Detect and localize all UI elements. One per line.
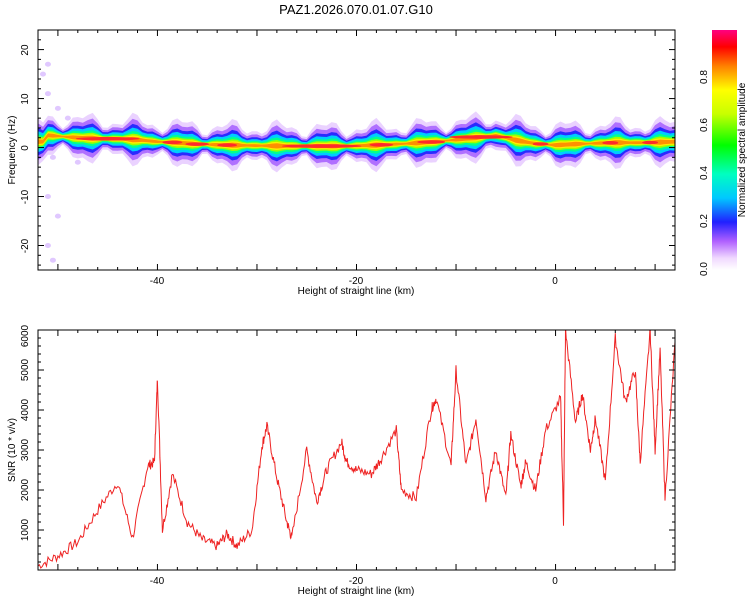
spectrogram-ylabel: Frequency (Hz) [7,116,18,185]
snr-panel: -40 -20 0 1000 2000 3000 4000 5000 6000 … [7,324,676,597]
colorbar: 0.0 0.2 0.4 0.6 0.8 Normalized spectral … [699,30,748,276]
colorbar-label: Normalized spectral amplitude [737,82,748,217]
ridge-peak-core [417,140,446,144]
spectral-noise-blob [54,213,61,219]
colorbar-tick-label: 0.2 [699,214,710,228]
snr-minor-ticks [37,329,676,571]
spectral-noise-blob [39,71,46,77]
snr-ytick-label: 1000 [20,518,31,541]
spectrogram-minor-ticks [37,29,676,270]
spectrogram-ytick-label: -10 [20,189,31,204]
colorbar-tick-label: 0.6 [699,118,710,132]
colorbar-gradient [712,30,737,270]
snr-xtick-label: -20 [349,576,364,587]
snr-ytick-label: 6000 [20,324,31,347]
spectral-noise-blob [64,115,71,121]
spectrogram-xtick-label: 0 [552,276,558,287]
spectral-noise-blob [74,159,81,165]
snr-xlabel: Height of straight line (km) [298,586,415,597]
snr-ytick-label: 5000 [20,358,31,381]
colorbar-tick-label: 0.0 [699,262,710,276]
snr-ytick-label: 2000 [20,478,31,501]
spectral-noise-blob [44,194,51,200]
ridge-peak-core [449,135,513,139]
spectral-noise-blob [54,105,61,111]
spectral-ridge [38,61,675,263]
ridge-peak-core [281,144,362,148]
ridge-peak-core [185,142,210,146]
snr-xtick-label: 0 [552,576,558,587]
spectrogram-xtick-label: -20 [349,276,364,287]
ridge-peak-core [602,141,619,145]
ridge-peak-core [369,143,394,147]
chart-title: PAZ1.2026.070.01.07.G10 [279,2,433,17]
spectral-noise-blob [44,243,51,249]
ridge-peak-core [642,140,659,145]
spectral-noise-blob [44,61,51,67]
spectrogram-xlabel: Height of straight line (km) [298,286,415,297]
spectrogram-ytick-label: 0 [20,145,31,151]
ridge-peak-core [217,143,238,147]
ridge-peak-core [162,140,183,145]
spectrogram-xtick-label: -40 [150,276,165,287]
colorbar-tick-label: 0.8 [699,70,710,84]
snr-ytick-label: 4000 [20,398,31,421]
snr-ytick-label: 3000 [20,438,31,461]
snr-line [38,330,675,569]
snr-ylabel: SNR (10 * v/v) [7,418,18,482]
spectrogram-ytick-label: -20 [20,238,31,253]
snr-series [38,330,675,569]
spectrogram-panel: -40 -20 0 20 10 0 -10 -20 Height of stra… [7,29,676,297]
ridge-peak-core [75,136,140,141]
spectral-noise-blob [44,91,51,97]
snr-xtick-label: -40 [150,576,165,587]
colorbar-tick-label: 0.4 [699,166,710,180]
spectrogram-ytick-label: 20 [20,44,31,56]
spectral-noise-blob [49,154,56,160]
spectrogram-ytick-label: 10 [20,93,31,105]
ridge-peak-core [532,142,549,146]
spectral-noise-blob [49,257,56,263]
